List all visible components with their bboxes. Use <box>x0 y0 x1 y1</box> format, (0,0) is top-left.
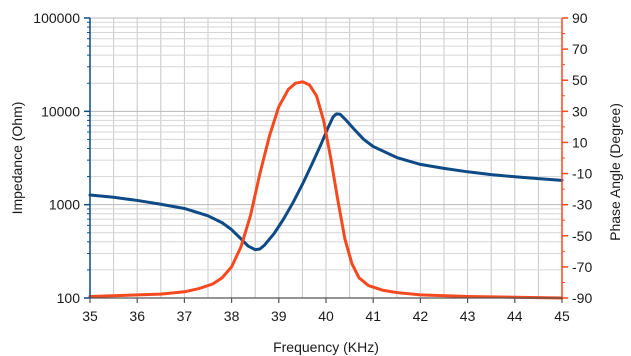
x-tick-label: 41 <box>365 308 381 324</box>
right-tick-label: 30 <box>572 103 588 119</box>
right-tick-label: -70 <box>572 259 592 275</box>
right-tick-label: -90 <box>572 290 592 306</box>
x-tick-label: 42 <box>413 308 429 324</box>
x-axis-title: Frequency (KHz) <box>273 339 379 355</box>
right-tick-label: -10 <box>572 166 592 182</box>
right-tick-label: -50 <box>572 228 592 244</box>
right-tick-label: 10 <box>572 134 588 150</box>
right-tick-label: 70 <box>572 41 588 57</box>
x-tick-label: 37 <box>177 308 193 324</box>
right-axis-title: Phase Angle (Degree) <box>607 103 623 241</box>
impedance-series-line <box>88 112 564 252</box>
x-tick-label: 38 <box>224 308 240 324</box>
x-tick-label: 44 <box>507 308 523 324</box>
left-tick-label: 100000 <box>33 10 80 26</box>
axes <box>84 17 568 303</box>
right-tick-label: -30 <box>572 197 592 213</box>
x-tick-label: 36 <box>129 308 145 324</box>
phase-angle-series-line <box>88 80 564 300</box>
left-axis-title: Impedance (Ohm) <box>9 102 25 215</box>
series-layer <box>88 80 564 300</box>
x-tick-label: 35 <box>82 308 98 324</box>
x-tick-label: 45 <box>554 308 570 324</box>
right-tick-label: 90 <box>572 10 588 26</box>
left-tick-label: 1000 <box>49 197 80 213</box>
left-tick-label: 10000 <box>41 103 80 119</box>
x-tick-label: 43 <box>460 308 476 324</box>
left-tick-label: 100 <box>57 290 81 306</box>
x-tick-label: 39 <box>271 308 287 324</box>
grid <box>89 17 563 299</box>
tick-labels: 100 1000 10000 100000 -90 -70 -50 -30 -10 10 30 50 7… <box>33 10 592 324</box>
right-tick-label: 50 <box>572 72 588 88</box>
x-tick-label: 40 <box>318 308 334 324</box>
